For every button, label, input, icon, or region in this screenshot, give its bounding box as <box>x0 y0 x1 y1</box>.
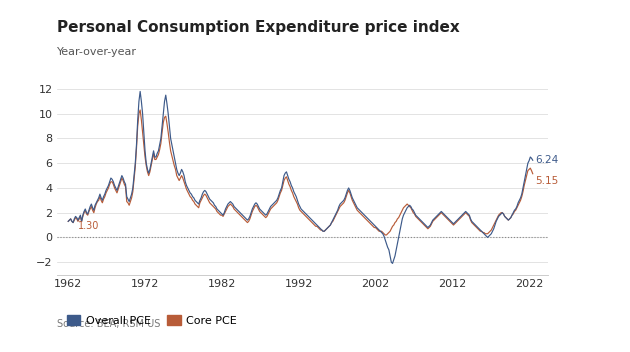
Text: Source: BEA, RSM US: Source: BEA, RSM US <box>57 320 160 329</box>
Text: Personal Consumption Expenditure price index: Personal Consumption Expenditure price i… <box>57 19 459 34</box>
Text: 6.24: 6.24 <box>535 155 558 165</box>
Legend: Overall PCE, Core PCE: Overall PCE, Core PCE <box>62 311 241 330</box>
Text: Year-over-year: Year-over-year <box>57 47 137 57</box>
Text: 1.30: 1.30 <box>78 221 100 231</box>
Text: 5.15: 5.15 <box>535 176 558 186</box>
